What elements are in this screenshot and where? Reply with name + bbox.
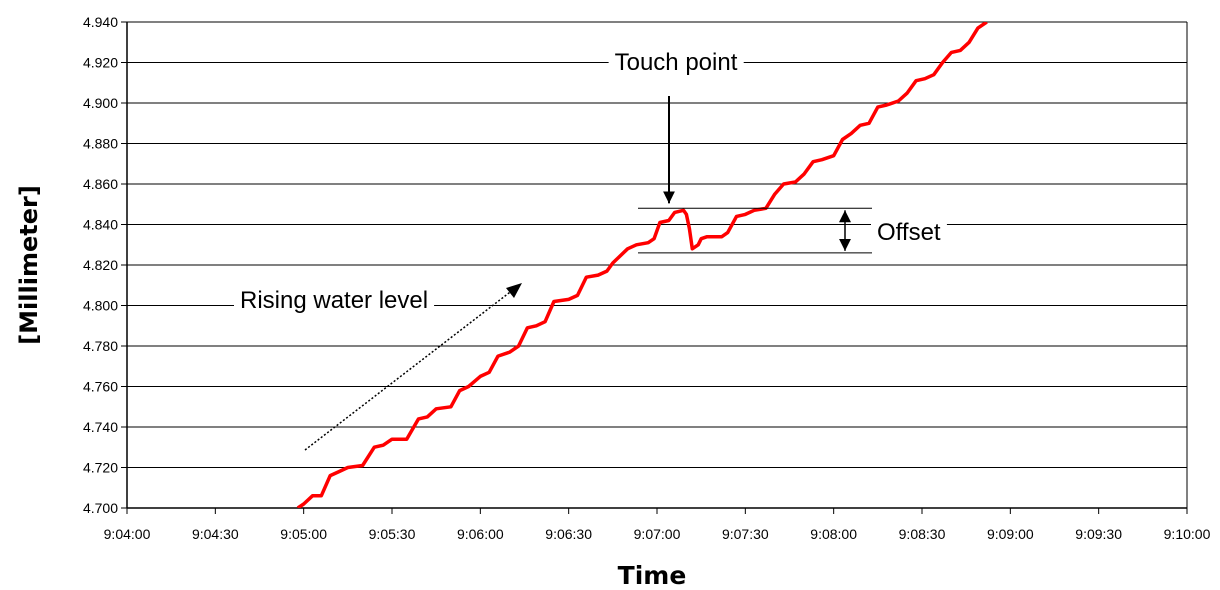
x-tick-label: 9:07:30 [722,526,769,542]
rising-label-background [234,286,435,315]
x-tick-label: 9:09:30 [1075,526,1122,542]
x-tick-label: 9:06:00 [457,526,504,542]
y-tick-label: 4.700 [83,500,118,516]
y-tick-label: 4.740 [83,419,118,435]
rising-water-level-arrow [304,285,519,451]
y-tick-label: 4.800 [83,298,118,314]
x-tick-label: 9:04:30 [192,526,239,542]
offset-label: Offset [877,219,941,246]
x-axis-title: Time [618,561,687,590]
y-tick-label: 4.880 [83,136,118,152]
y-tick-label: 4.820 [83,257,118,273]
x-tick-label: 9:04:00 [104,526,151,542]
y-tick-labels: 4.700 4.720 4.740 4.760 4.780 4.800 4.820 4.840… [83,14,118,516]
series-layer [296,22,988,508]
x-tick-label: 9:07:00 [634,526,681,542]
annotation-layer: Touch point Offset Rising water level [234,48,947,451]
rising-water-level-arrowhead [506,283,522,298]
x-tick-labels: 9:04:00 9:04:30 9:05:00 9:05:30 9:06:00 9:06:… [104,526,1211,542]
y-tick-label: 4.940 [83,14,118,30]
gridlines [121,21,1187,509]
y-tick-label: 4.900 [83,95,118,111]
x-tick-label: 9:05:30 [369,526,416,542]
offset-label-background [871,218,947,247]
y-tick-label: 4.720 [83,460,118,476]
plot-frame [126,22,1188,514]
y-tick-label: 4.860 [83,176,118,192]
x-tick-label: 9:05:00 [280,526,327,542]
x-tick-label: 9:06:30 [545,526,592,542]
x-tick-label: 9:10:00 [1164,526,1211,542]
touch-point-label: Touch point [615,49,738,76]
touch-label-background [608,48,744,77]
y-tick-label: 4.780 [83,338,118,354]
rising-water-level-label: Rising water level [240,287,428,314]
y-tick-label: 4.760 [83,379,118,395]
y-axis-title: [Millimeter] [15,185,43,345]
series-line [296,22,988,508]
x-tick-label: 9:08:00 [810,526,857,542]
y-tick-label: 4.920 [83,55,118,71]
x-tick-label: 9:09:00 [987,526,1034,542]
x-tick-label: 9:08:30 [899,526,946,542]
y-tick-label: 4.840 [83,217,118,233]
